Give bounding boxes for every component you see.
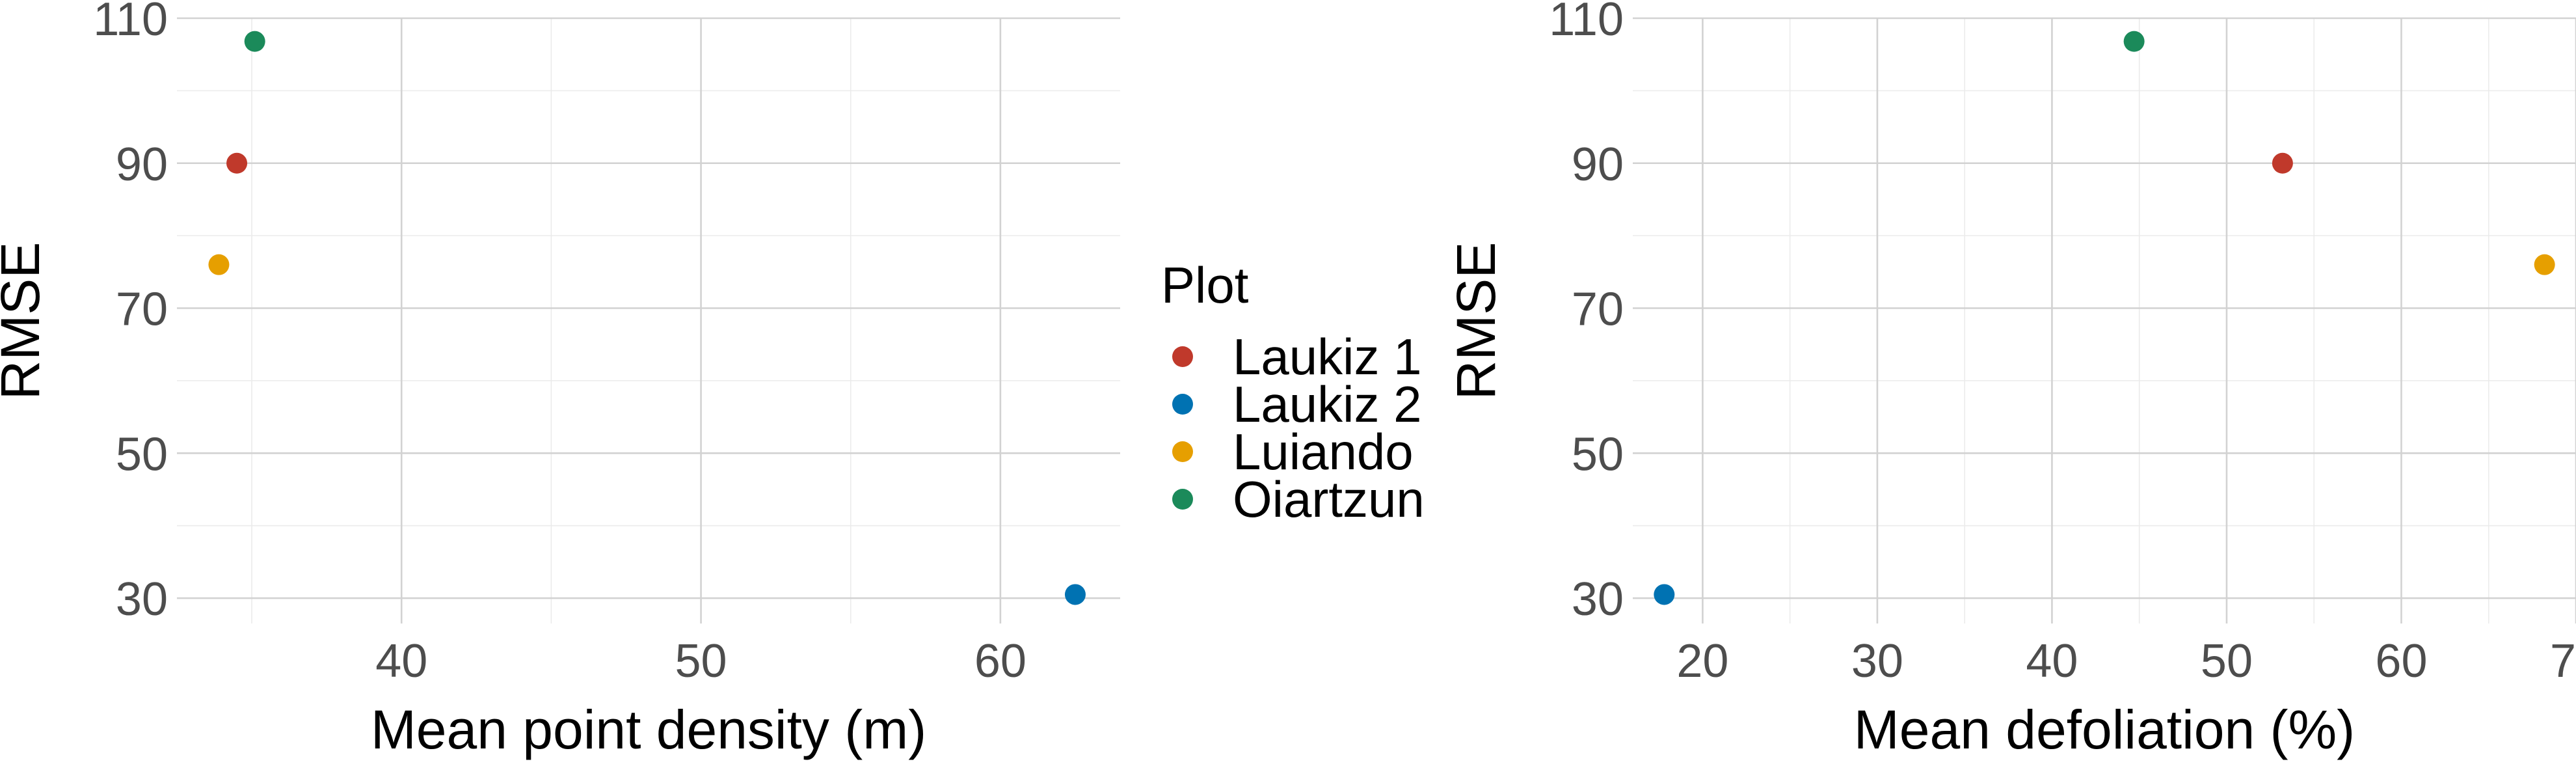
chart-1-x-tick-label: 50 — [675, 635, 727, 687]
chart-2-y-axis-title: RMSE — [1445, 242, 1507, 400]
chart-1-y-tick-label: 110 — [93, 0, 168, 46]
chart-2-y-tick-label: 70 — [1572, 284, 1624, 336]
chart-1-x-tick-label: 60 — [974, 635, 1026, 687]
chart-1-point-laukiz-2 — [1064, 584, 1086, 605]
legend-label: Oiartzun — [1233, 471, 1425, 528]
chart-2-y-tick-label: 30 — [1572, 573, 1624, 625]
chart-2-x-tick-label: 30 — [1851, 635, 1903, 687]
chart-2-x-tick-label: 70 — [2550, 635, 2576, 687]
chart-2-x-tick-label: 20 — [1676, 635, 1728, 687]
legend-key-laukiz-1 — [1172, 346, 1193, 367]
chart-2-point-luiando — [2534, 254, 2555, 275]
chart-2-x-axis-title: Mean defoliation (%) — [1854, 699, 2355, 760]
chart-2-x-tick-label: 50 — [2201, 635, 2253, 687]
chart-1-y-tick-label: 50 — [116, 428, 168, 480]
chart-panel-right: 20 30 40 50 60 70 30 50 70 90 110 Mean defoliation … — [1445, 0, 2576, 760]
chart-1-y-axis-title: RMSE — [0, 242, 51, 400]
chart-2-y-tick-label: 90 — [1572, 139, 1624, 191]
chart-1-x-axis-title: Mean point density (m) — [371, 699, 926, 760]
chart-2-y-tick-label: 50 — [1572, 428, 1624, 480]
chart-1-y-tick-label: 70 — [116, 284, 168, 336]
chart-2-y-tick-label: 110 — [1549, 0, 1624, 46]
legend-label: Laukiz 2 — [1233, 376, 1422, 433]
chart-2-x-tick-label: 40 — [2026, 635, 2078, 687]
legend-label: Luiando — [1233, 423, 1414, 480]
chart-1-point-oiartzun — [244, 31, 265, 52]
chart-2-x-tick-label: 60 — [2375, 635, 2427, 687]
chart-2-point-laukiz-1 — [2272, 152, 2293, 174]
legend-key-luiando — [1172, 441, 1193, 462]
chart-1-point-luiando — [208, 254, 230, 275]
chart-2-point-laukiz-2 — [1654, 584, 1675, 605]
chart-1-y-tick-label: 90 — [116, 139, 168, 191]
chart-1-point-laukiz-1 — [226, 152, 248, 174]
legend-label: Laukiz 1 — [1233, 328, 1422, 385]
chart-1-x-tick-label: 40 — [375, 635, 427, 687]
chart-panel-left: 40 50 60 30 50 70 90 110 Mean point density (m) R… — [0, 0, 1120, 760]
chart-2-point-oiartzun — [2123, 31, 2145, 52]
legend-title: Plot — [1161, 256, 1249, 314]
legend-key-oiartzun — [1172, 489, 1193, 510]
chart-1-y-tick-label: 30 — [116, 573, 168, 625]
legend-key-laukiz-2 — [1172, 394, 1193, 415]
